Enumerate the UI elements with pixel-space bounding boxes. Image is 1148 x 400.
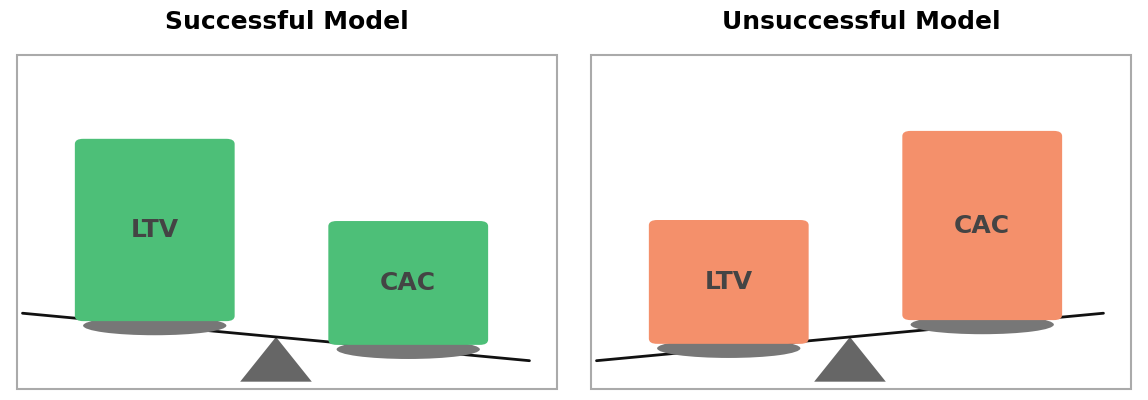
Ellipse shape (910, 315, 1054, 334)
Ellipse shape (336, 340, 480, 359)
FancyBboxPatch shape (17, 55, 557, 388)
FancyBboxPatch shape (649, 220, 808, 344)
Polygon shape (814, 337, 886, 382)
Polygon shape (240, 337, 312, 382)
Text: Successful Model: Successful Model (165, 10, 409, 34)
Text: Unsuccessful Model: Unsuccessful Model (722, 10, 1000, 34)
FancyBboxPatch shape (75, 139, 234, 321)
Ellipse shape (83, 316, 226, 335)
Text: CAC: CAC (954, 214, 1010, 238)
Text: LTV: LTV (705, 270, 753, 294)
Text: CAC: CAC (380, 271, 436, 295)
Text: LTV: LTV (131, 218, 179, 242)
Ellipse shape (657, 339, 800, 358)
FancyBboxPatch shape (328, 221, 488, 345)
FancyBboxPatch shape (591, 55, 1131, 388)
FancyBboxPatch shape (902, 131, 1062, 320)
